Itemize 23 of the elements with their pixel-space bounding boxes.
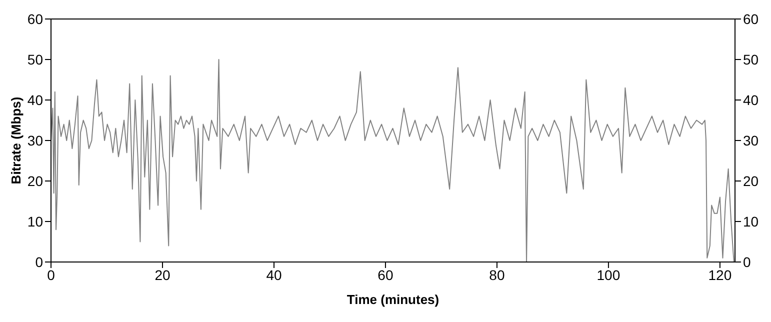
- y2-tick-label: 60: [743, 10, 759, 27]
- y2-tick-label: 20: [743, 172, 759, 189]
- y2-tick-label: 0: [743, 254, 751, 270]
- x-tick-label: 120: [708, 266, 732, 283]
- x-axis-title: Time (minutes): [346, 292, 440, 307]
- y-tick-label: 50: [27, 51, 44, 68]
- y2-tick-label: 10: [743, 213, 759, 230]
- y-tick-label: 10: [27, 213, 44, 230]
- x-tick-label: 40: [266, 266, 282, 283]
- x-tick-label: 100: [596, 266, 620, 283]
- y-axis-title: Bitrate (Mbps): [8, 96, 24, 184]
- x-tick-label: 20: [154, 266, 170, 283]
- y-tick-label: 0: [35, 254, 44, 270]
- x-tick-label: 0: [47, 266, 56, 283]
- y2-tick-label: 50: [743, 51, 759, 68]
- y-tick-label: 40: [27, 92, 44, 108]
- x-tick-label: 60: [378, 266, 394, 283]
- y-tick-label: 20: [27, 172, 44, 189]
- y2-tick-label: 30: [743, 132, 759, 148]
- y2-tick-label: 40: [743, 92, 759, 108]
- y-tick-label: 30: [27, 132, 44, 148]
- y-tick-label: 60: [27, 10, 44, 27]
- x-tick-label: 80: [489, 266, 505, 283]
